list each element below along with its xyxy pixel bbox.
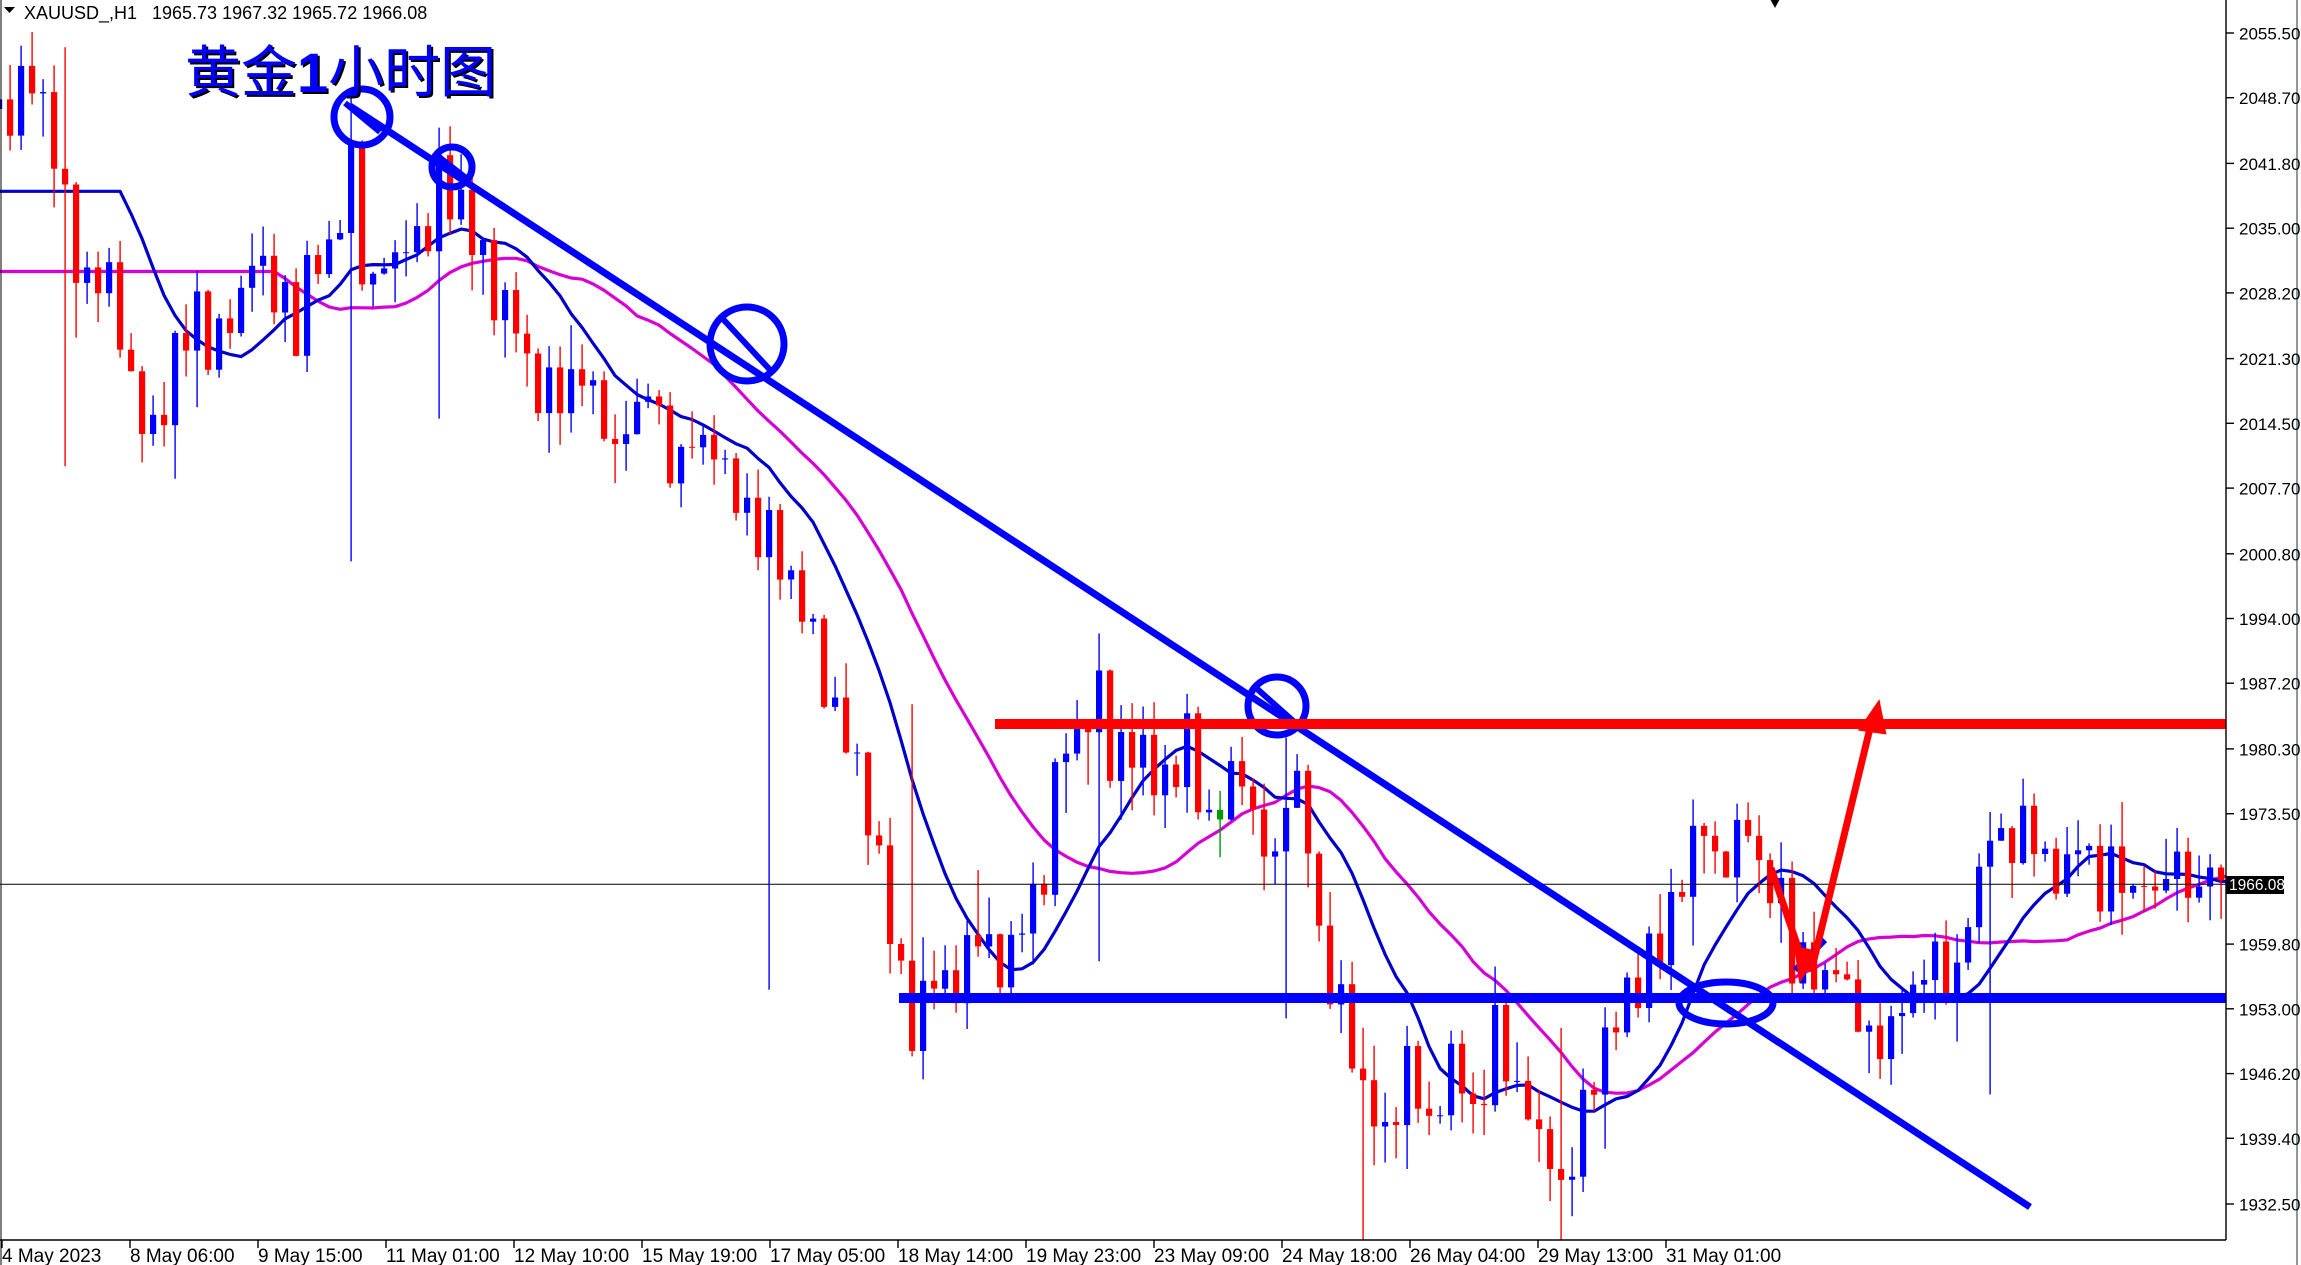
svg-text:2041.80: 2041.80 (2239, 155, 2300, 174)
svg-text:4 May 2023: 4 May 2023 (2, 1246, 101, 1265)
svg-text:1959.80: 1959.80 (2239, 936, 2300, 955)
svg-text:9 May 15:00: 9 May 15:00 (258, 1246, 363, 1265)
svg-text:1994.00: 1994.00 (2239, 610, 2300, 629)
svg-text:17 May 05:00: 17 May 05:00 (770, 1246, 885, 1265)
svg-text:2048.70: 2048.70 (2239, 89, 2300, 108)
svg-text:12 May 10:00: 12 May 10:00 (514, 1246, 629, 1265)
svg-text:XAUUSD_,H1: XAUUSD_,H1 (24, 3, 137, 24)
svg-text:1973.50: 1973.50 (2239, 805, 2300, 824)
svg-text:2055.50: 2055.50 (2239, 25, 2300, 44)
svg-text:2035.00: 2035.00 (2239, 220, 2300, 239)
svg-text:1953.00: 1953.00 (2239, 1000, 2300, 1019)
svg-text:2028.20: 2028.20 (2239, 284, 2300, 303)
svg-text:18 May 14:00: 18 May 14:00 (898, 1246, 1013, 1265)
svg-text:31 May 01:00: 31 May 01:00 (1666, 1246, 1781, 1265)
svg-text:1946.20: 1946.20 (2239, 1065, 2300, 1084)
svg-text:8 May 06:00: 8 May 06:00 (130, 1246, 235, 1265)
svg-text:1965.73 1967.32 1965.72 1966.0: 1965.73 1967.32 1965.72 1966.08 (152, 3, 427, 23)
svg-text:23 May 09:00: 23 May 09:00 (1154, 1246, 1269, 1265)
svg-text:1932.50: 1932.50 (2239, 1196, 2300, 1215)
svg-text:15 May 19:00: 15 May 19:00 (642, 1246, 757, 1265)
svg-text:2021.30: 2021.30 (2239, 350, 2300, 369)
svg-text:1966.08: 1966.08 (2229, 877, 2285, 894)
svg-text:黄金1小时图: 黄金1小时图 (185, 41, 496, 104)
svg-text:24 May 18:00: 24 May 18:00 (1282, 1246, 1397, 1265)
svg-text:2014.50: 2014.50 (2239, 415, 2300, 434)
svg-text:2000.80: 2000.80 (2239, 545, 2300, 564)
svg-text:1939.40: 1939.40 (2239, 1130, 2300, 1149)
svg-text:11 May 01:00: 11 May 01:00 (386, 1246, 500, 1265)
svg-text:19 May 23:00: 19 May 23:00 (1026, 1246, 1141, 1265)
svg-text:1980.30: 1980.30 (2239, 740, 2300, 759)
svg-text:2007.70: 2007.70 (2239, 480, 2300, 499)
svg-text:1987.20: 1987.20 (2239, 675, 2300, 694)
svg-text:29 May 13:00: 29 May 13:00 (1538, 1246, 1653, 1265)
svg-text:26 May 04:00: 26 May 04:00 (1410, 1246, 1525, 1265)
